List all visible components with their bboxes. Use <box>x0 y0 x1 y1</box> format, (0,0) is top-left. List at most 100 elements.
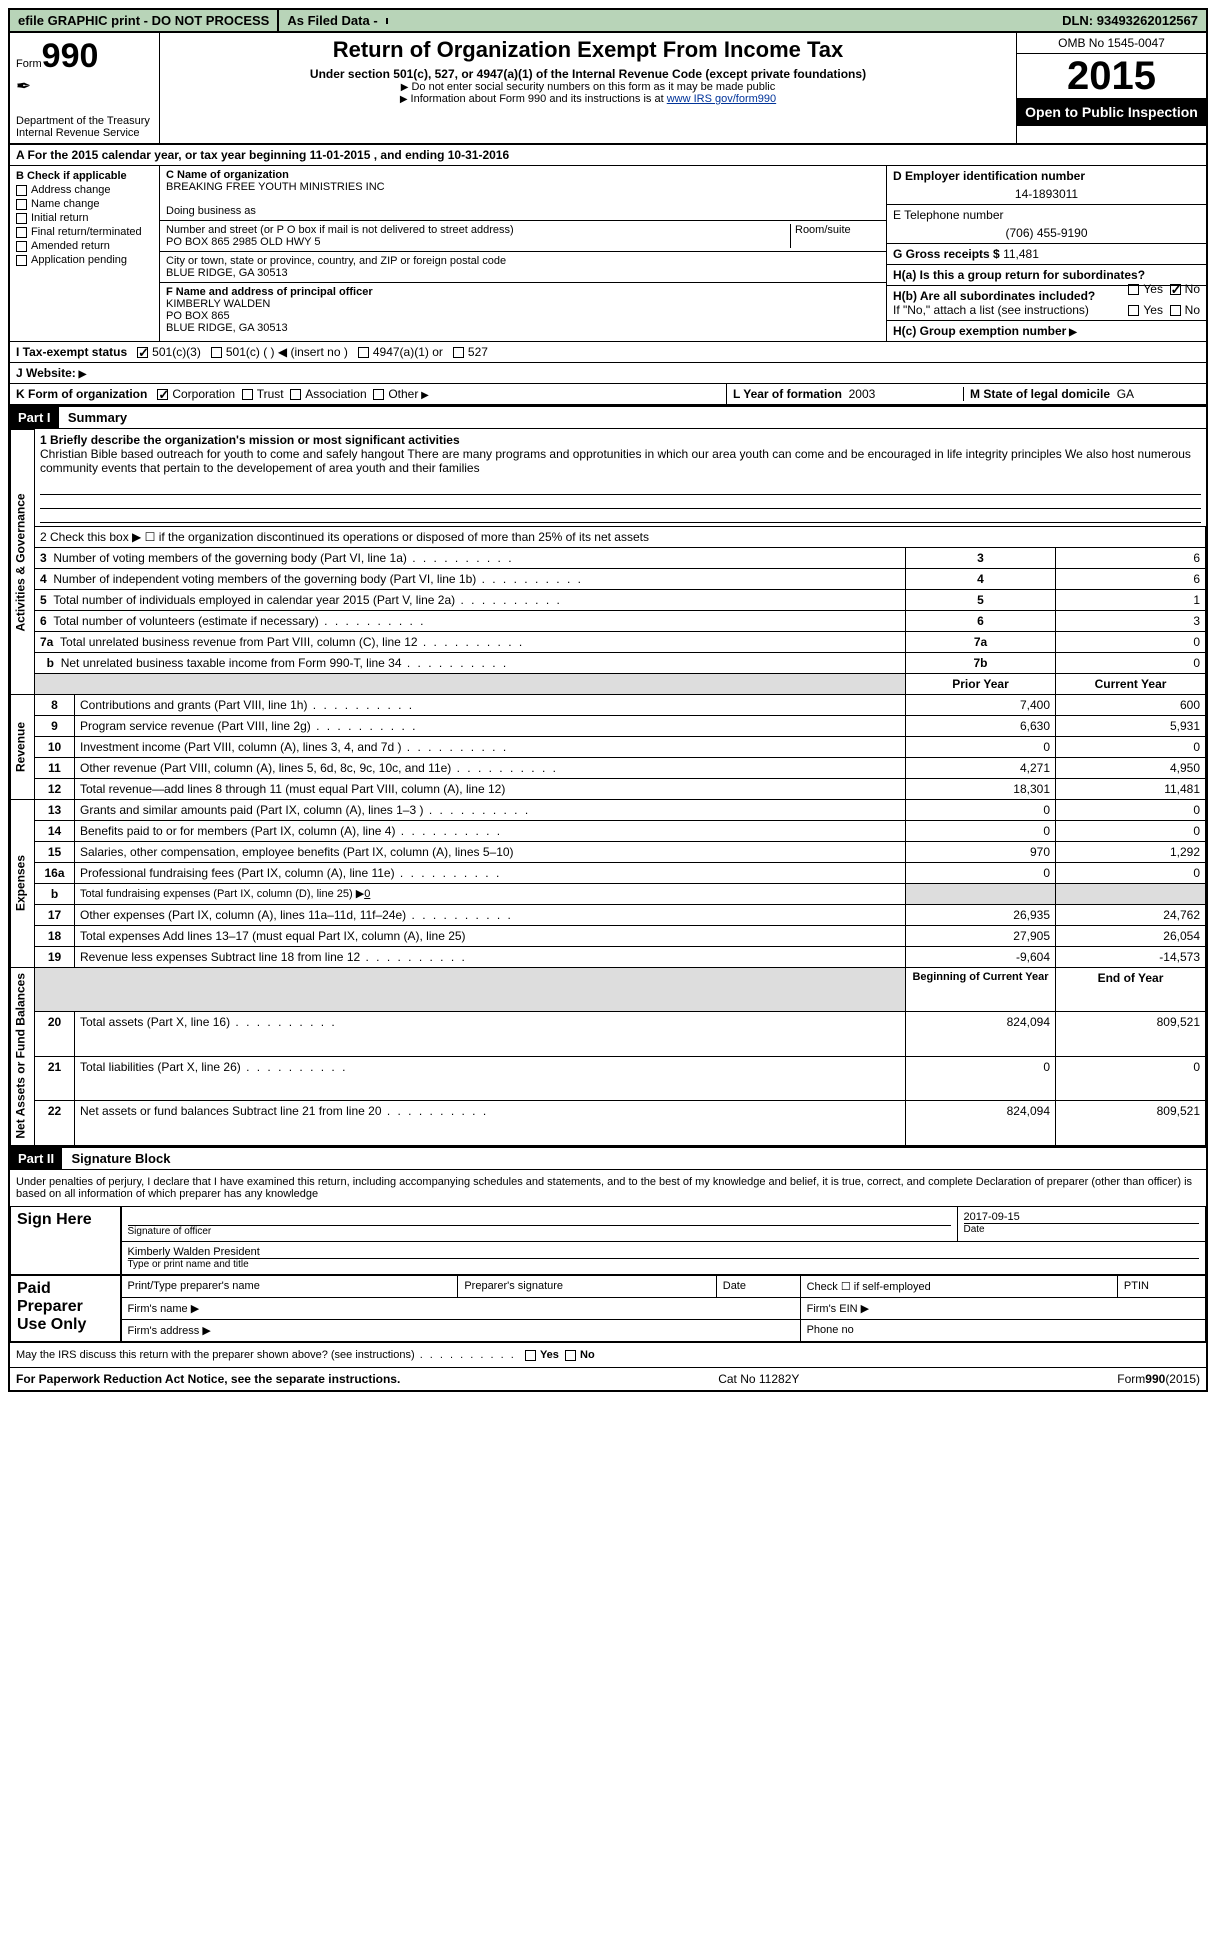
chk-501c3[interactable] <box>137 347 148 358</box>
mission-line1 <box>40 481 1201 495</box>
mission-line2 <box>40 495 1201 509</box>
l-label: L Year of formation <box>733 387 842 401</box>
cell-org-name: C Name of organization BREAKING FREE YOU… <box>160 166 886 221</box>
col-headers: Prior YearCurrent Year <box>11 673 1206 694</box>
part-ii-bar: Part II Signature Block <box>10 1146 1206 1170</box>
hb-label: H(b) Are all subordinates included? <box>893 289 1095 303</box>
officer-name-title: Kimberly Walden President <box>128 1246 1200 1258</box>
f-label: F Name and address of principal officer <box>166 286 880 298</box>
check-self: Check ☐ if self-employed <box>800 1276 1117 1298</box>
chk-corp[interactable] <box>157 389 168 400</box>
section-expenses: Expenses <box>11 799 35 967</box>
chk-assoc[interactable] <box>290 389 301 400</box>
firm-addr: Firm's address ▶ <box>121 1320 801 1342</box>
col-b-title: B Check if applicable <box>16 170 153 182</box>
header-row: Form990 ✒ Department of the Treasury Int… <box>10 33 1206 145</box>
header-middle: Return of Organization Exempt From Incom… <box>160 33 1016 143</box>
line-a-mid: , and ending <box>374 148 448 162</box>
chk-name[interactable]: Name change <box>16 198 153 210</box>
tax-year: 2015 <box>1017 54 1206 98</box>
ptin: PTIN <box>1117 1276 1205 1298</box>
summary-table: Activities & Governance 1 Briefly descri… <box>10 429 1206 1146</box>
sign-date-val: 2017-09-15 <box>964 1211 1200 1223</box>
row-k: K Form of organization Corporation Trust… <box>10 384 1206 405</box>
sign-here-table: Sign Here Signature of officer 2017-09-1… <box>10 1206 1206 1275</box>
row-i: I Tax-exempt status 501(c)(3) 501(c) ( )… <box>10 342 1206 363</box>
section-net: Net Assets or Fund Balances <box>11 967 35 1146</box>
org-name: BREAKING FREE YOUTH MINISTRIES INC <box>166 181 880 193</box>
dln-label: DLN: <box>1062 13 1093 28</box>
city: BLUE RIDGE, GA 30513 <box>166 267 880 279</box>
cell-officer: F Name and address of principal officer … <box>160 283 886 337</box>
part-i-title: Summary <box>62 410 127 425</box>
header-left: Form990 ✒ Department of the Treasury Int… <box>10 33 160 143</box>
website-cell: J Website: <box>10 363 1206 383</box>
dept-treasury: Department of the Treasury <box>16 115 153 127</box>
row-lm: L Year of formation 2003 M State of lega… <box>726 384 1206 404</box>
ssn-note: Do not enter social security numbers on … <box>168 81 1008 93</box>
firm-phone: Phone no <box>800 1320 1205 1342</box>
mission-text: Christian Bible based outreach for youth… <box>40 447 1201 475</box>
ha-yesno: Yes No <box>1128 282 1200 296</box>
gross-receipts: 11,481 <box>1003 247 1039 261</box>
tax-begin: 11-01-2015 <box>310 148 371 162</box>
print-name: Print/Type preparer's name <box>121 1276 458 1298</box>
gov-row-6: 6 Total number of volunteers (estimate i… <box>11 610 1206 631</box>
part-ii-num: Part II <box>10 1148 62 1169</box>
chk-initial[interactable]: Initial return <box>16 212 153 224</box>
part-i-bar: Part I Summary <box>10 405 1206 429</box>
chk-discuss-yes[interactable] <box>525 1350 536 1361</box>
form-number: Form990 <box>16 37 153 76</box>
type-name-label: Type or print name and title <box>128 1258 1200 1270</box>
cat-no: Cat No 11282Y <box>718 1372 799 1386</box>
irs-link[interactable]: www IRS gov/form990 <box>667 93 776 105</box>
col-c: C Name of organization BREAKING FREE YOU… <box>160 166 886 341</box>
line-a-pre: A For the 2015 calendar year, or tax yea… <box>16 148 310 162</box>
col-d: D Employer identification number 14-1893… <box>886 166 1206 341</box>
paid-preparer-table: Paid Preparer Use Only Print/Type prepar… <box>10 1275 1206 1342</box>
may-irs-q: May the IRS discuss this return with the… <box>16 1349 516 1361</box>
chk-address[interactable]: Address change <box>16 184 153 196</box>
prep-date: Date <box>716 1276 800 1298</box>
tax-end: 10-31-2016 <box>448 148 509 162</box>
may-irs-row: May the IRS discuss this return with the… <box>10 1342 1206 1367</box>
tax-exempt-status: I Tax-exempt status 501(c)(3) 501(c) ( )… <box>10 342 1206 362</box>
chk-527[interactable] <box>453 347 464 358</box>
hc-label: H(c) Group exemption number <box>893 324 1077 338</box>
q2: 2 Check this box ▶ ☐ if the organization… <box>35 526 1206 547</box>
chk-discuss-no[interactable] <box>565 1350 576 1361</box>
chk-other[interactable] <box>373 389 384 400</box>
cell-city: City or town, state or province, country… <box>160 252 886 283</box>
page-footer: For Paperwork Reduction Act Notice, see … <box>10 1367 1206 1390</box>
dba-label: Doing business as <box>166 205 880 217</box>
gov-row-7a: 7a Total unrelated business revenue from… <box>11 631 1206 652</box>
sig-officer-line: Signature of officer <box>128 1225 951 1237</box>
chk-application[interactable]: Application pending <box>16 254 153 266</box>
dln-cell: DLN: 93493262012567 <box>1054 10 1206 31</box>
form-990-page: efile GRAPHIC print - DO NOT PROCESS As … <box>8 8 1208 1392</box>
efile-topbar: efile GRAPHIC print - DO NOT PROCESS As … <box>10 10 1206 33</box>
c-label: C Name of organization <box>166 169 880 181</box>
chk-amended[interactable]: Amended return <box>16 240 153 252</box>
gov-row-3: 3 Number of voting members of the govern… <box>11 547 1206 568</box>
e-label: E Telephone number <box>893 208 1200 222</box>
officer-street: PO BOX 865 <box>166 310 880 322</box>
hb-yesno: Yes No <box>1128 303 1200 317</box>
part-i-num: Part I <box>10 407 59 428</box>
form-of-org: K Form of organization Corporation Trust… <box>10 384 726 404</box>
city-label: City or town, state or province, country… <box>166 255 880 267</box>
chk-501c[interactable] <box>211 347 222 358</box>
form-title: Return of Organization Exempt From Incom… <box>168 37 1008 63</box>
cell-phone: E Telephone number (706) 455-9190 <box>887 205 1206 244</box>
part-ii-title: Signature Block <box>65 1151 170 1166</box>
firm-name: Firm's name ▶ <box>121 1298 801 1320</box>
chk-trust[interactable] <box>242 389 253 400</box>
cell-gross: G Gross receipts $ 11,481 <box>887 244 1206 265</box>
street-label: Number and street (or P O box if mail is… <box>166 224 790 236</box>
chk-4947[interactable] <box>358 347 369 358</box>
col-b: B Check if applicable Address change Nam… <box>10 166 160 341</box>
dln-value: 93493262012567 <box>1097 13 1198 28</box>
chk-final[interactable]: Final return/terminated <box>16 226 153 238</box>
cell-street: Number and street (or P O box if mail is… <box>160 221 886 252</box>
sign-here-label: Sign Here <box>11 1207 121 1275</box>
